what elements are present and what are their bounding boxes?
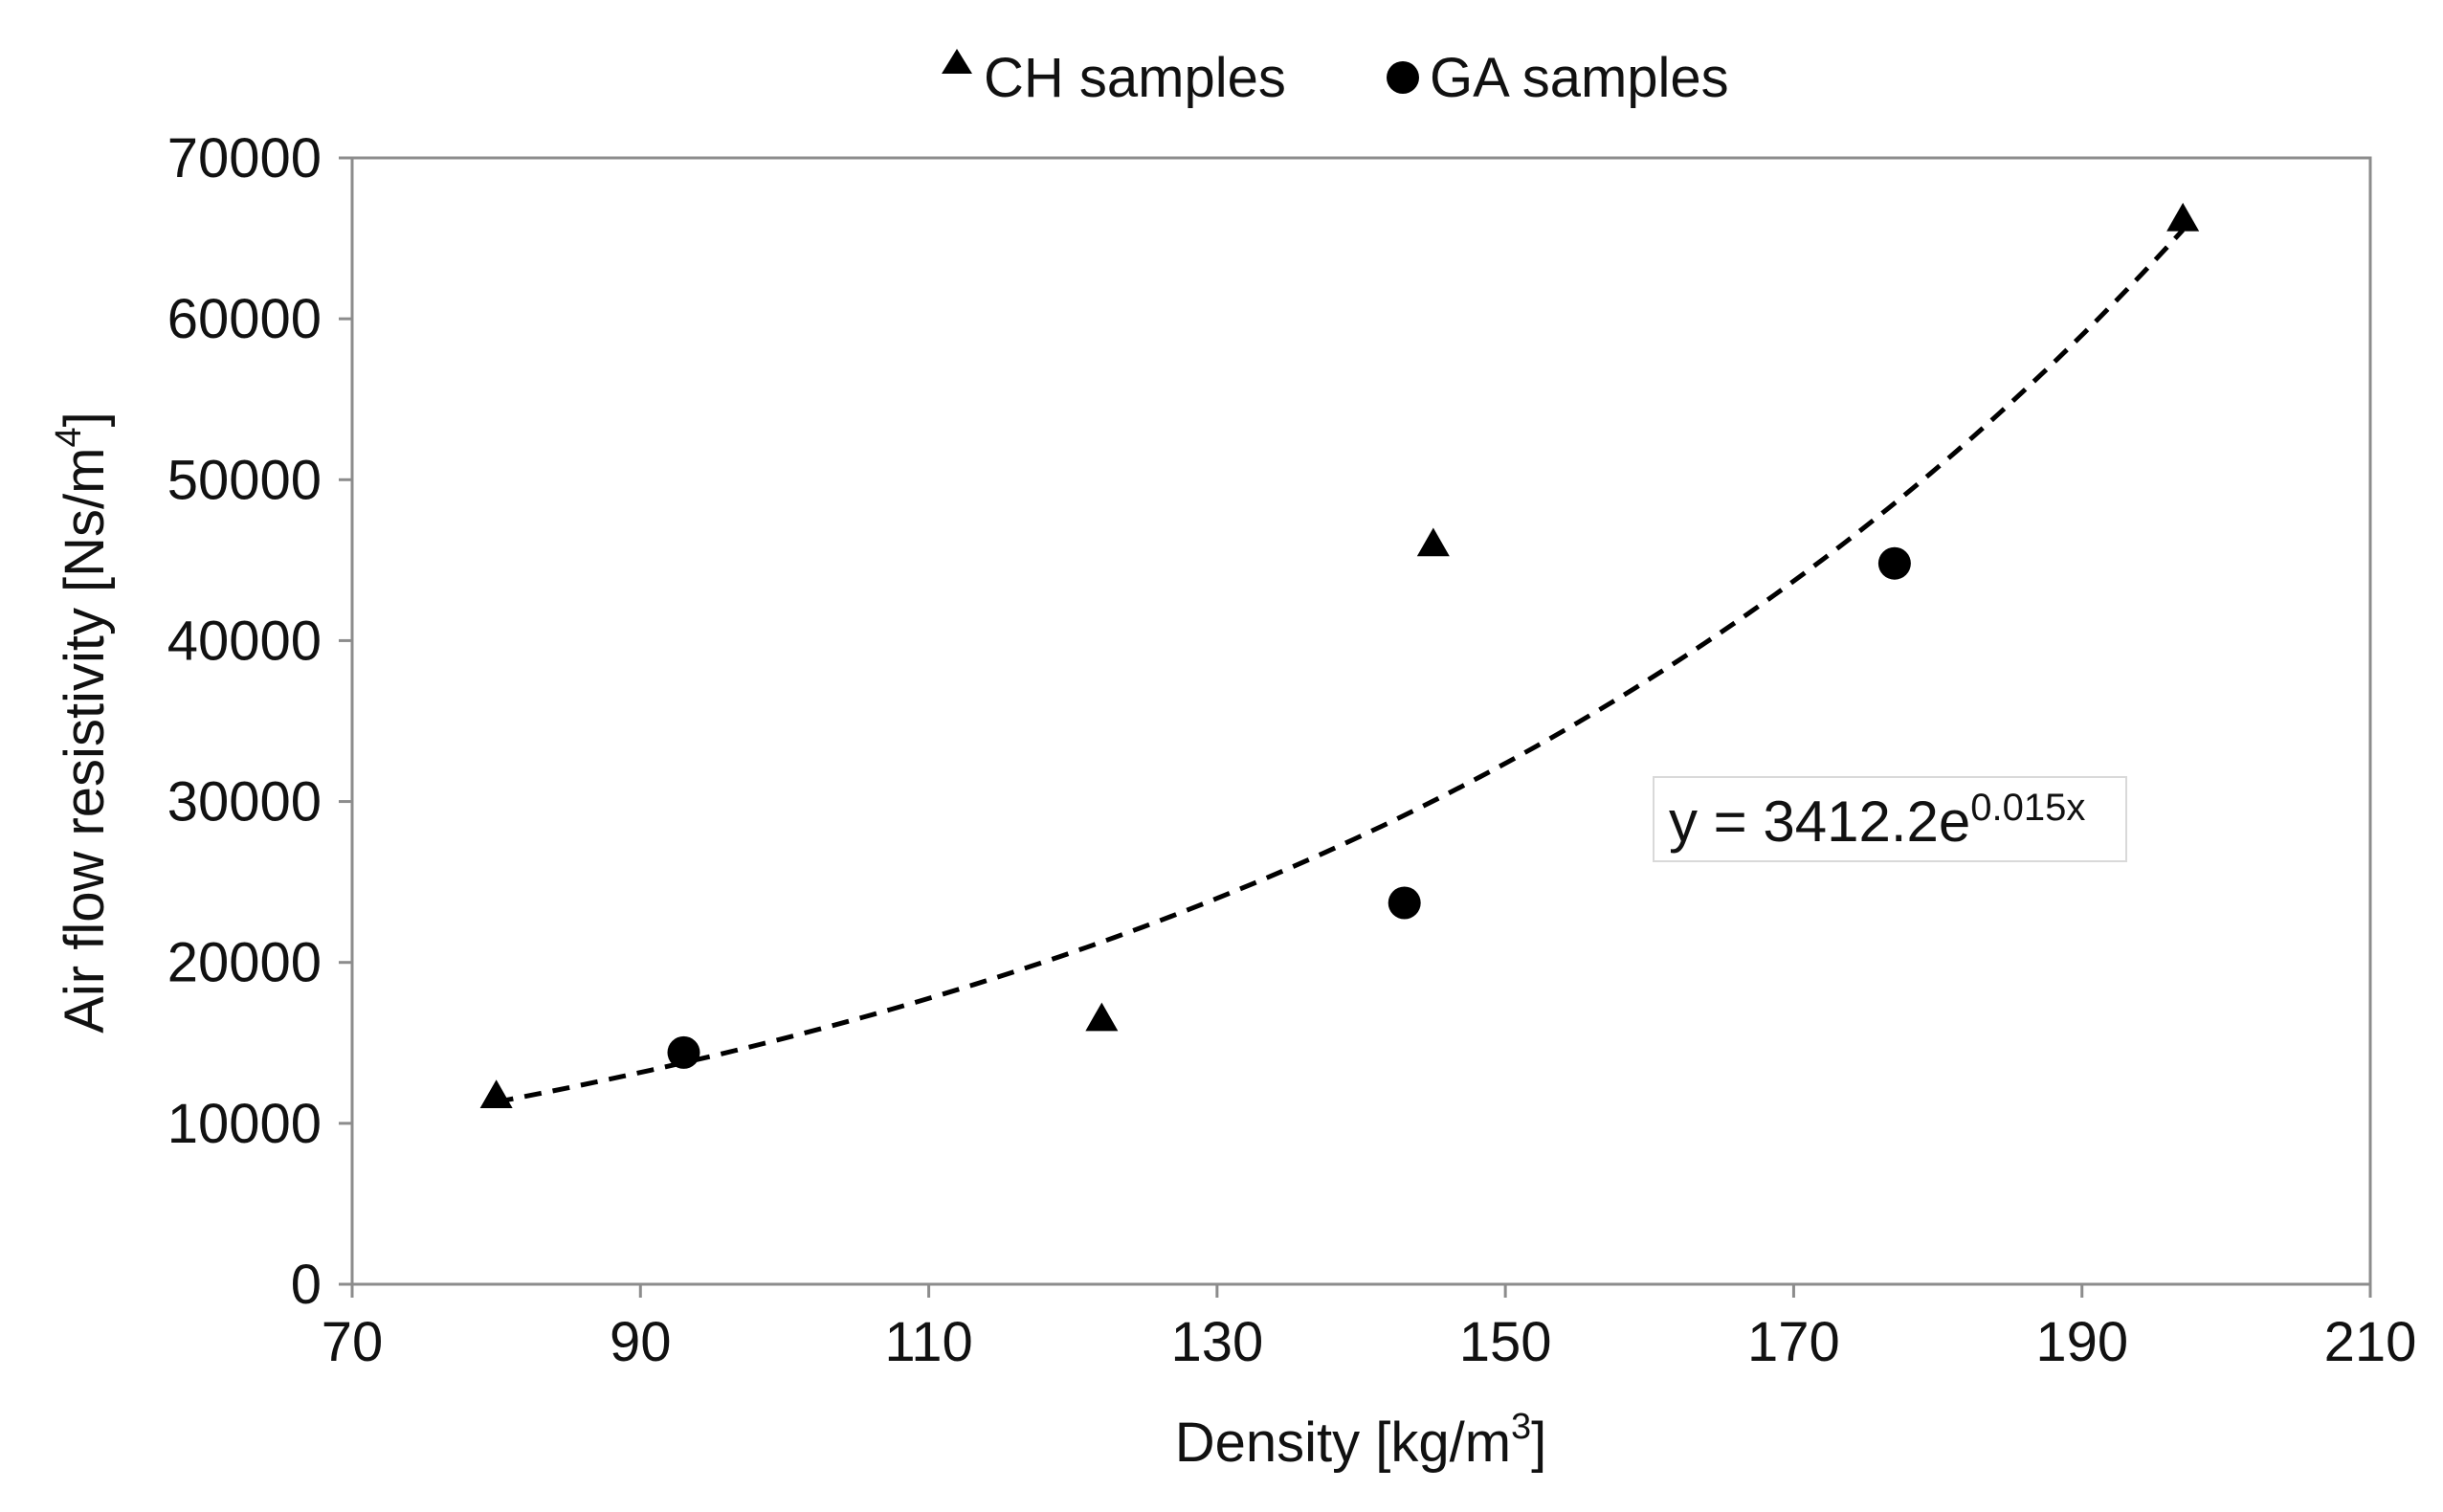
ch-sample-point — [1416, 527, 1450, 557]
y-tick-label: 0 — [291, 1254, 322, 1316]
x-axis-title-sup: 3 — [1511, 1407, 1531, 1447]
ch-sample-point — [479, 1079, 513, 1109]
equation-text: y = 3412.2e0.015x — [1669, 787, 2085, 854]
y-tick-label: 40000 — [167, 610, 322, 672]
equation-exponent: 0.015x — [1970, 787, 2085, 829]
x-tick-label: 150 — [1459, 1311, 1552, 1373]
equation-main: y = 3412.2e — [1669, 789, 1970, 854]
x-tick-label: 70 — [322, 1311, 384, 1373]
ga-sample-point — [667, 1035, 700, 1069]
trendline-equation: y = 3412.2e0.015x — [1653, 776, 2127, 862]
ga-sample-point — [1388, 886, 1421, 920]
y-tick-label: 50000 — [167, 449, 322, 511]
y-tick-label: 10000 — [167, 1093, 322, 1155]
equation-box — [1653, 776, 2127, 862]
legend: CH samples GA samples — [942, 47, 1729, 109]
ch-sample-point — [2166, 202, 2200, 232]
x-tick-label: 210 — [2324, 1311, 2417, 1373]
plot-area-frame — [350, 156, 2372, 1286]
x-tick-label: 130 — [1170, 1311, 1263, 1373]
trendline — [496, 228, 2186, 1104]
legend-label-ga-samples: GA samples — [1430, 47, 1729, 109]
y-axis: 0 10000 20000 30000 40000 50000 60000 70000 — [167, 127, 352, 1316]
ch-sample-point — [1085, 1002, 1119, 1032]
x-tick-label: 170 — [1747, 1311, 1840, 1373]
ga-sample-point — [1877, 546, 1911, 580]
y-tick-label: 30000 — [167, 771, 322, 834]
y-axis-title-main: Air flow resistivity [Ns/m — [54, 448, 116, 1034]
x-axis: 70 90 110 130 150 170 190 210 — [322, 1284, 2417, 1373]
legend-marker-ga-samples — [1387, 61, 1419, 94]
y-tick-label: 70000 — [167, 127, 322, 189]
y-axis-title-sup: 4 — [49, 427, 89, 447]
y-axis-title: Air flow resistivity [Ns/m4] — [49, 411, 116, 1034]
x-tick-label: 110 — [884, 1311, 972, 1373]
legend-label-ch-samples: CH samples — [984, 47, 1286, 109]
y-axis-title-end: ] — [54, 411, 116, 427]
data-points — [479, 202, 2200, 1109]
legend-marker-ch-samples — [942, 49, 972, 74]
x-axis-title-end: ] — [1531, 1412, 1546, 1474]
x-tick-label: 190 — [2035, 1311, 2128, 1373]
x-axis-title-main: Density [kg/m — [1175, 1412, 1511, 1474]
x-axis-title: Density [kg/m3] — [1175, 1407, 1547, 1474]
y-tick-label: 20000 — [167, 932, 322, 994]
y-tick-label: 60000 — [167, 288, 322, 350]
x-tick-label: 90 — [610, 1311, 672, 1373]
